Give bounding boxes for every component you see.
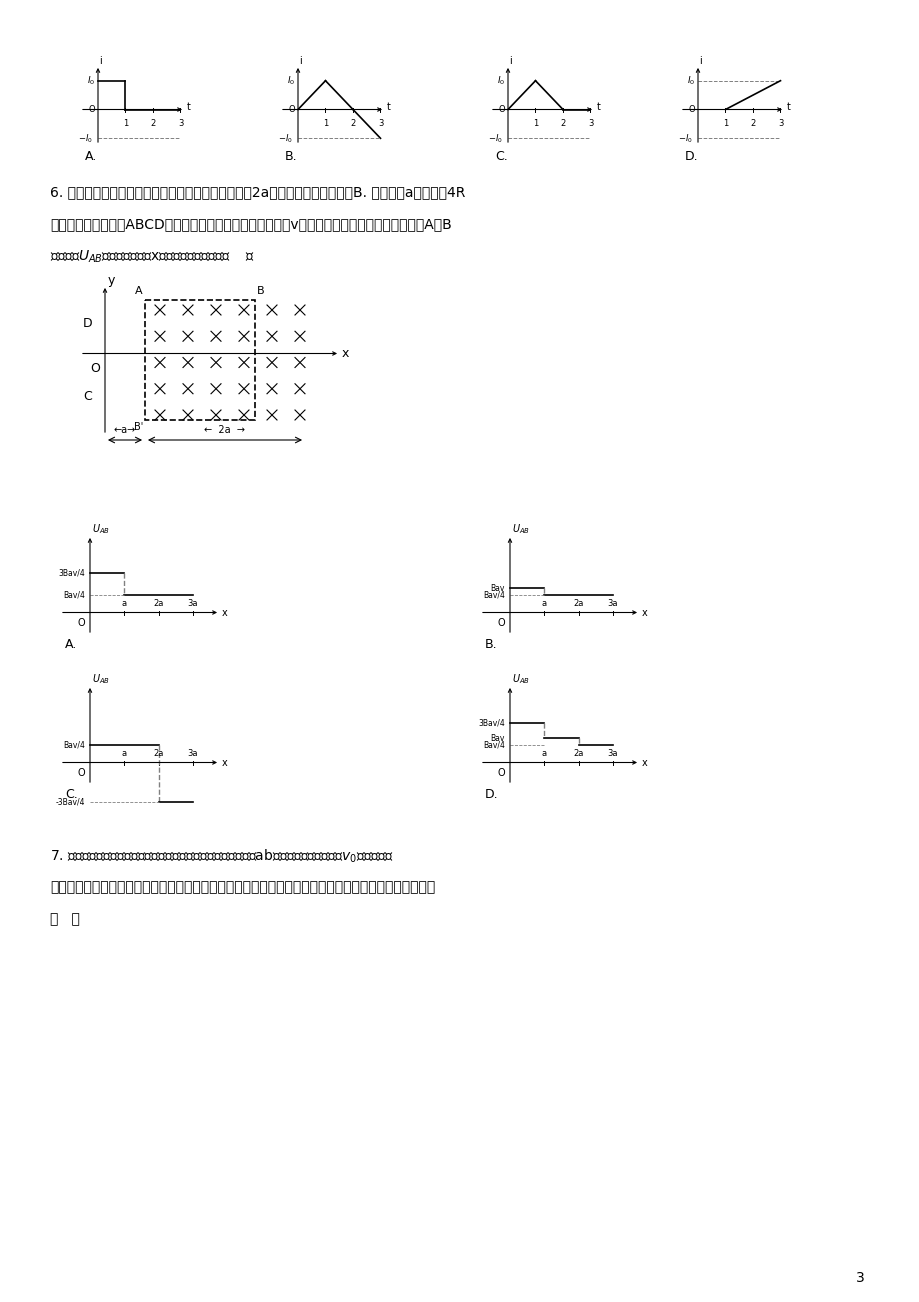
Text: $U_{AB}$: $U_{AB}$ — [92, 522, 110, 536]
Text: $-I_0$: $-I_0$ — [78, 132, 93, 145]
Text: 1: 1 — [123, 118, 128, 128]
Text: $-I_0$: $-I_0$ — [488, 132, 503, 145]
Text: O: O — [90, 362, 100, 375]
Text: O: O — [88, 105, 95, 115]
Text: C.: C. — [494, 150, 507, 163]
Text: -3Bav/4: -3Bav/4 — [55, 798, 85, 807]
Text: O: O — [77, 768, 85, 779]
Text: $U_{AB}$: $U_{AB}$ — [92, 672, 110, 686]
Text: x: x — [221, 758, 228, 767]
Text: Bav/4: Bav/4 — [482, 590, 505, 599]
Text: x: x — [342, 348, 349, 359]
Text: $-I_0$: $-I_0$ — [278, 132, 292, 145]
Text: $I_0$: $I_0$ — [287, 74, 295, 87]
Text: a: a — [121, 749, 127, 758]
Text: $U_{AB}$: $U_{AB}$ — [512, 672, 529, 686]
Text: 2: 2 — [350, 118, 356, 128]
Text: O: O — [687, 105, 694, 115]
Text: $I_0$: $I_0$ — [496, 74, 505, 87]
Text: B: B — [256, 286, 265, 296]
Text: 7. 如图所示，在竖直向下的匀强磁场中，将一水平放置的金属棒ab以垂直于棒的水平速度$v_0$抛出，设在: 7. 如图所示，在竖直向下的匀强磁场中，将一水平放置的金属棒ab以垂直于棒的水平… — [50, 848, 393, 866]
Text: 3: 3 — [587, 118, 593, 128]
Text: i: i — [698, 56, 701, 66]
Text: C.: C. — [65, 788, 78, 801]
Text: 3: 3 — [777, 118, 782, 128]
Text: 3Bav/4: 3Bav/4 — [478, 719, 505, 728]
Text: $I_0$: $I_0$ — [86, 74, 95, 87]
Text: A.: A. — [85, 150, 97, 163]
Text: 3Bav/4: 3Bav/4 — [58, 569, 85, 577]
Text: D.: D. — [685, 150, 698, 163]
Text: 6. 如图所示，垂直纸面向里的匀强磁场的区域宽度为2a，磁感应强度的大小为B. 一边长为a、电阔为4R: 6. 如图所示，垂直纸面向里的匀强磁场的区域宽度为2a，磁感应强度的大小为B. … — [50, 185, 465, 199]
Text: 3: 3 — [378, 118, 383, 128]
Text: i: i — [508, 56, 511, 66]
Text: $-I_0$: $-I_0$ — [677, 132, 692, 145]
Text: ←a→: ←a→ — [114, 424, 136, 435]
Text: $U_{AB}$: $U_{AB}$ — [512, 522, 529, 536]
Text: 2a: 2a — [153, 749, 164, 758]
Text: a: a — [541, 749, 546, 758]
Text: a: a — [541, 599, 546, 608]
Text: 3a: 3a — [187, 749, 198, 758]
Text: O: O — [497, 768, 505, 779]
Text: 1: 1 — [532, 118, 538, 128]
Text: t: t — [387, 103, 391, 112]
Text: x: x — [641, 608, 647, 617]
Text: 3: 3 — [177, 118, 183, 128]
Text: Bav/4: Bav/4 — [63, 590, 85, 599]
Text: B': B' — [133, 422, 142, 432]
Text: B.: B. — [285, 150, 298, 163]
Text: 整个过程中金属棒的方向不变且不计空气阔力，则金属棒运动过程中产生的感应电动势的大小变化情况是: 整个过程中金属棒的方向不变且不计空气阔力，则金属棒运动过程中产生的感应电动势的大… — [50, 880, 435, 894]
Text: C: C — [83, 389, 92, 402]
Text: x: x — [221, 608, 228, 617]
Text: 的正方形均匀导线框ABCD从图示位置沿水平向右方向以速度v匀速穿过磁场区域，下列图中线框A、B: 的正方形均匀导线框ABCD从图示位置沿水平向右方向以速度v匀速穿过磁场区域，下列… — [50, 217, 451, 230]
Text: y: y — [108, 273, 115, 286]
Text: （   ）: （ ） — [50, 911, 80, 926]
Text: O: O — [497, 618, 505, 629]
Text: Bav: Bav — [490, 734, 505, 743]
Text: D: D — [83, 318, 92, 331]
Text: A: A — [135, 286, 142, 296]
Text: 2: 2 — [560, 118, 565, 128]
Text: 3: 3 — [855, 1271, 864, 1285]
Text: D.: D. — [484, 788, 498, 801]
Text: 3a: 3a — [607, 749, 618, 758]
Text: A.: A. — [65, 638, 77, 651]
Text: t: t — [596, 103, 600, 112]
Text: 2: 2 — [150, 118, 155, 128]
Text: B.: B. — [484, 638, 497, 651]
Text: O: O — [498, 105, 505, 115]
Text: Bav: Bav — [490, 583, 505, 592]
Text: i: i — [299, 56, 301, 66]
Text: O: O — [288, 105, 295, 115]
Text: t: t — [187, 103, 190, 112]
Text: 1: 1 — [323, 118, 328, 128]
Text: 3a: 3a — [607, 599, 618, 608]
Text: a: a — [121, 599, 127, 608]
Text: t: t — [786, 103, 790, 112]
Text: 两端电压$U_{AB}$与线框移动距离x的关系图像正确的是（    ）: 两端电压$U_{AB}$与线框移动距离x的关系图像正确的是（ ） — [50, 249, 255, 266]
Text: 1: 1 — [722, 118, 727, 128]
Text: Bav/4: Bav/4 — [482, 741, 505, 750]
Text: Bav/4: Bav/4 — [63, 741, 85, 750]
Text: 2: 2 — [750, 118, 754, 128]
Text: O: O — [77, 618, 85, 629]
Text: 2a: 2a — [573, 749, 584, 758]
Text: 2a: 2a — [573, 599, 584, 608]
Text: 3a: 3a — [187, 599, 198, 608]
Text: 2a: 2a — [153, 599, 164, 608]
Text: i: i — [99, 56, 102, 66]
Text: x: x — [641, 758, 647, 767]
Text: ←  2a  →: ← 2a → — [204, 424, 245, 435]
Text: $I_0$: $I_0$ — [686, 74, 694, 87]
